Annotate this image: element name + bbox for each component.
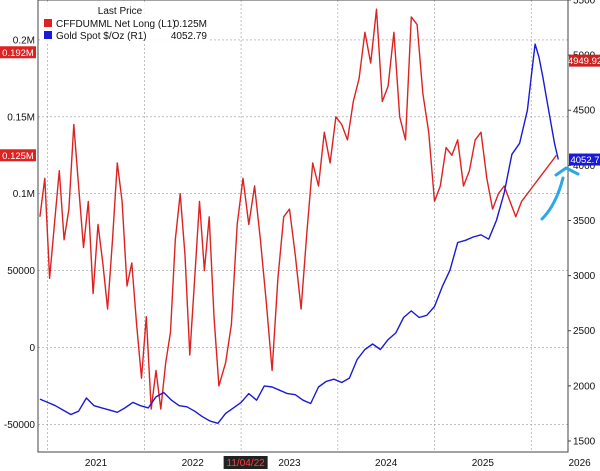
x-tick-label: 2024 (375, 458, 398, 469)
y-left-tick-label: -50000 (4, 420, 36, 431)
legend: Last Price CFFDUMML Net Long (L1) 0.125M… (40, 2, 210, 42)
legend-label-gold: Gold Spot $/Oz (R1) (56, 31, 147, 42)
price-markers: 0.192M 0.125M 4949.92 4052.7 (0, 46, 600, 166)
y-right-tick-label: 3500 (573, 216, 596, 227)
legend-value-gold: 4052.79 (171, 31, 208, 42)
legend-swatch-gold (44, 31, 52, 39)
annotation-arrow (540, 166, 580, 221)
y-left-tick-label: 50000 (7, 266, 35, 277)
y-right-tick-label: 5500 (573, 0, 596, 7)
y-left-tick-label: 0.15M (7, 112, 35, 123)
price-marker-tag (0, 149, 36, 162)
legend-box (40, 2, 210, 42)
y-left-tick-label: 0 (29, 343, 35, 354)
series-layer (39, 8, 559, 424)
y-left-tick-label: 0.2M (13, 35, 35, 46)
x-tick-label: 2026 (568, 458, 591, 469)
axes: -50000 0 50000 0.1M 0.15M 0.2M 1500 2000 2500 300… (4, 0, 596, 469)
x-tick-label: 2023 (278, 458, 301, 469)
y-right-tick-label: 1500 (573, 436, 596, 447)
plot-frame (37, 0, 569, 453)
legend-swatch-net-long (44, 19, 52, 27)
annotation-arrow-shaft (540, 176, 565, 221)
legend-value-net-long: 0.125M (174, 19, 207, 30)
y-right-tick-label: 2500 (573, 326, 596, 337)
net-long-series-line (39, 8, 557, 410)
price-marker-label: 0.125M (2, 151, 34, 162)
x-highlight-date-label: 11/04/22 (227, 458, 266, 469)
price-marker-tag (569, 153, 600, 166)
y-right-tick-label: 2000 (573, 381, 596, 392)
price-marker-label: 0.192M (2, 48, 34, 59)
x-highlight-date-box (223, 456, 268, 469)
y-left-tick-label: 0.1M (13, 189, 35, 200)
legend-label-net-long: CFFDUMML Net Long (L1) (56, 19, 176, 30)
x-tick-label: 2021 (85, 458, 108, 469)
price-marker-tag (0, 46, 36, 59)
x-tick-label: 2025 (472, 458, 495, 469)
price-marker-label: 4949.92 (568, 56, 600, 67)
price-marker-label: 4052.7 (570, 155, 599, 166)
annotation-arrow-head (554, 166, 580, 177)
price-marker-tag (569, 54, 600, 67)
gold-spot-series-line (39, 43, 559, 424)
legend-header: Last Price (98, 6, 143, 17)
y-right-tick-label: 3000 (573, 271, 596, 282)
y-right-tick-label: 4500 (573, 106, 596, 117)
y-right-tick-label: 4000 (573, 161, 596, 172)
x-tick-label: 2022 (182, 458, 205, 469)
